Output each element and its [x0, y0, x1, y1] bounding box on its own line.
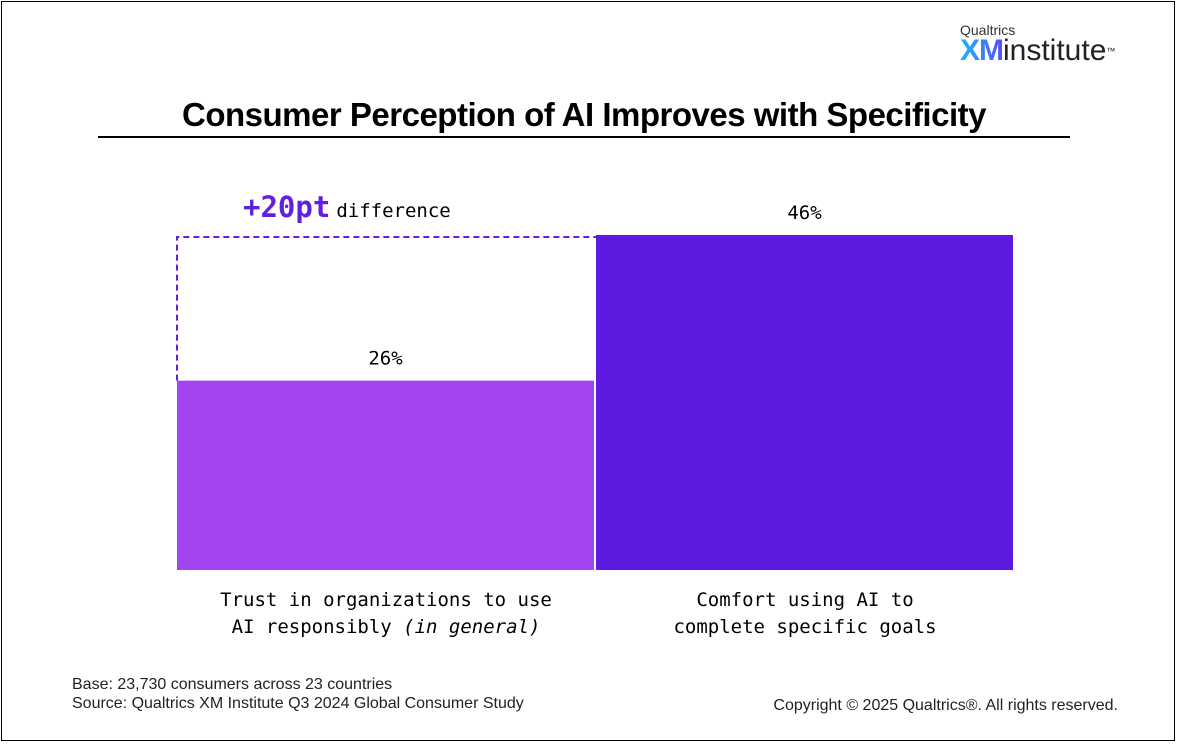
logo-tm: ™ — [1106, 46, 1116, 56]
category-label-line: AI responsibly (in general) — [176, 614, 596, 641]
source-note: Source: Qualtrics XM Institute Q3 2024 G… — [72, 695, 524, 712]
category-label-line: Comfort using AI to — [696, 589, 914, 611]
copyright: Copyright © 2025 Qualtrics®. All rights … — [773, 697, 1118, 714]
base-note: Base: 23,730 consumers across 23 countri… — [72, 676, 393, 693]
category-label-italic: (in general) — [403, 616, 541, 638]
chart-title: Consumer Perception of AI Improves with … — [182, 96, 986, 133]
bar-value-label: 46% — [787, 202, 822, 224]
bar-0 — [177, 380, 594, 570]
category-label-line: complete specific goals — [673, 616, 937, 638]
difference-annotation: +20pt difference — [243, 190, 451, 224]
category-label-trust: Trust in organizations to use AI respons… — [176, 587, 596, 641]
xm-institute-logo: Qualtrics XMinstitute™ — [960, 22, 1115, 66]
logo-main: XMinstitute™ — [960, 36, 1115, 66]
difference-value: +20pt — [243, 190, 331, 224]
difference-text: difference — [336, 200, 451, 222]
difference-dashed-bracket — [176, 236, 596, 381]
logo-xm-text: XM — [960, 34, 1004, 67]
category-label-comfort: Comfort using AI to complete specific go… — [595, 587, 1015, 641]
category-label-line: Trust in organizations to use — [220, 589, 552, 611]
bar-1 — [596, 235, 1013, 570]
logo-qualtrics-text: Qualtrics — [960, 22, 1016, 38]
logo-institute-text: institute — [1003, 34, 1107, 67]
footnote: Base: 23,730 consumers across 23 countri… — [72, 675, 524, 713]
category-label-text: AI responsibly — [231, 616, 404, 638]
title-underline — [98, 136, 1070, 138]
bar-value-label: 26% — [368, 348, 403, 370]
